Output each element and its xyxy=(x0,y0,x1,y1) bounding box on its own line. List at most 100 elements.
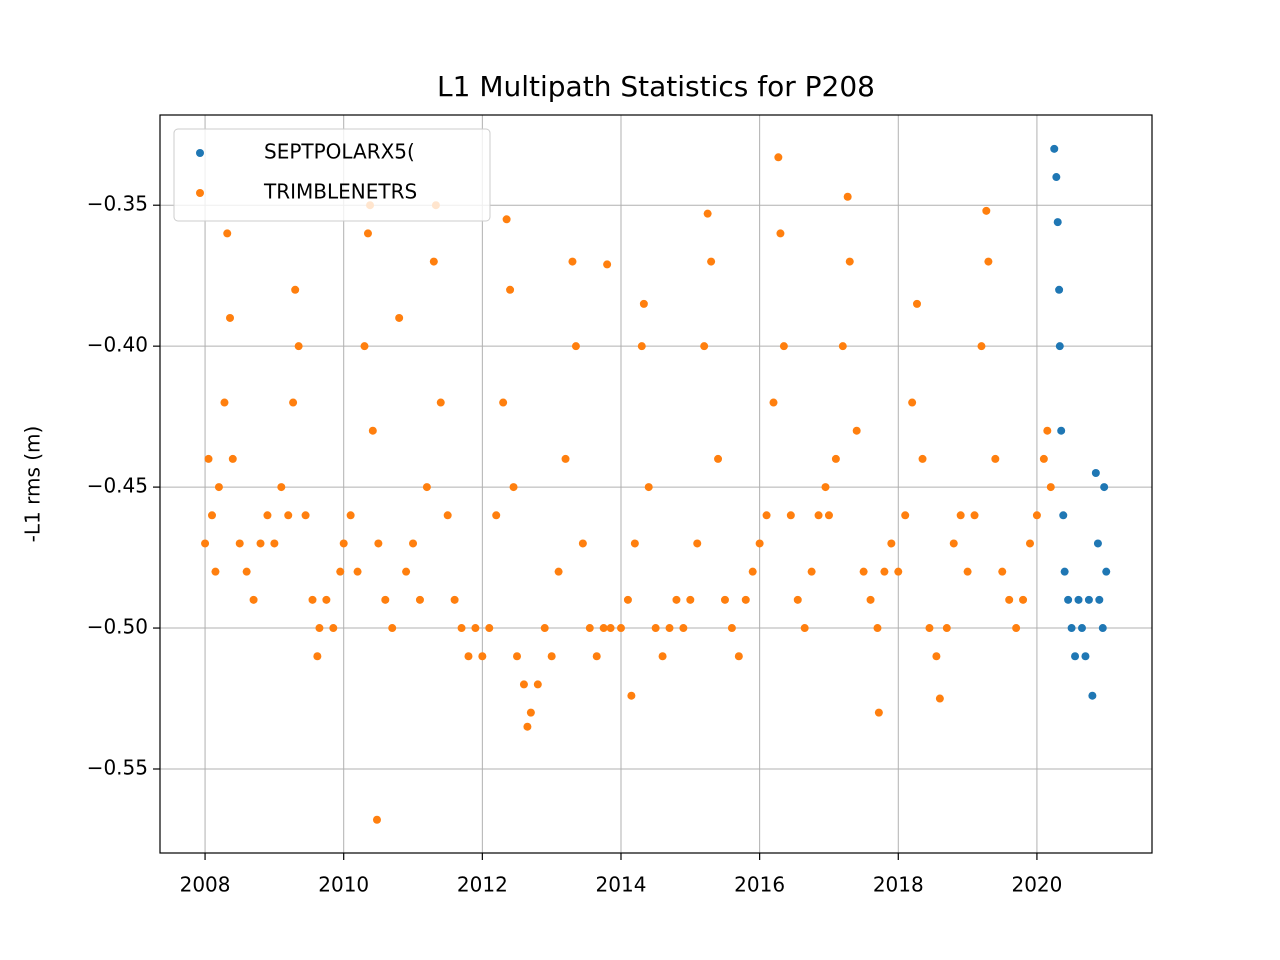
point xyxy=(415,595,424,604)
point xyxy=(762,511,771,520)
point xyxy=(786,511,795,520)
y-tick-label: −0.55 xyxy=(87,755,148,779)
point xyxy=(672,595,681,604)
point xyxy=(1032,511,1041,520)
point xyxy=(779,342,788,351)
point xyxy=(942,624,951,633)
point xyxy=(554,567,563,576)
point xyxy=(1057,426,1066,435)
point xyxy=(226,313,235,322)
point xyxy=(679,624,688,633)
point xyxy=(707,257,716,266)
point xyxy=(658,652,667,661)
point xyxy=(313,652,322,661)
point xyxy=(665,624,674,633)
point xyxy=(814,511,823,520)
point xyxy=(322,595,331,604)
point xyxy=(256,539,265,548)
point xyxy=(571,342,580,351)
marks xyxy=(201,144,1111,824)
axes-frame xyxy=(159,114,1153,854)
point xyxy=(807,567,816,576)
x-tick-label: 2016 xyxy=(734,873,785,897)
ticks: 2008 2010 2012 2014 2016 2018 2020 −0.55 −0.50 −0… xyxy=(87,192,1063,897)
point xyxy=(616,624,625,633)
point xyxy=(1091,469,1100,478)
point xyxy=(1060,567,1069,576)
point xyxy=(201,539,210,548)
point xyxy=(800,624,809,633)
point xyxy=(294,342,303,351)
point xyxy=(1055,285,1064,294)
point xyxy=(533,680,542,689)
point xyxy=(277,483,286,492)
point xyxy=(748,567,757,576)
point xyxy=(644,483,653,492)
point xyxy=(1077,624,1086,633)
point xyxy=(894,567,903,576)
x-tick-label: 2014 xyxy=(596,873,647,897)
point xyxy=(336,567,345,576)
point xyxy=(769,398,778,407)
point xyxy=(284,511,293,520)
point xyxy=(509,483,518,492)
point xyxy=(561,454,570,463)
point xyxy=(776,229,785,238)
point xyxy=(703,209,712,218)
point xyxy=(982,206,991,215)
point xyxy=(519,680,528,689)
point xyxy=(873,624,882,633)
point xyxy=(1102,567,1111,576)
point xyxy=(263,511,272,520)
point xyxy=(443,511,452,520)
point xyxy=(956,511,965,520)
legend-box xyxy=(173,128,491,222)
y-axis-label: -L1 rms (m) xyxy=(21,426,45,543)
point xyxy=(1005,595,1014,604)
grid xyxy=(160,115,1152,853)
point xyxy=(1067,624,1076,633)
point xyxy=(499,398,508,407)
point xyxy=(774,153,783,162)
point xyxy=(874,708,883,717)
point xyxy=(727,624,736,633)
point xyxy=(1046,483,1055,492)
point xyxy=(485,624,494,633)
point xyxy=(700,342,709,351)
point xyxy=(374,539,383,548)
point xyxy=(1019,595,1028,604)
point xyxy=(353,567,362,576)
point xyxy=(843,192,852,201)
point xyxy=(207,511,216,520)
point xyxy=(1084,595,1093,604)
point xyxy=(372,815,381,824)
point xyxy=(228,454,237,463)
point xyxy=(242,567,251,576)
point xyxy=(1074,595,1083,604)
point xyxy=(368,426,377,435)
point xyxy=(1055,342,1064,351)
legend-label: TRIMBLENETRS xyxy=(263,180,417,204)
point xyxy=(592,652,601,661)
point xyxy=(204,454,213,463)
point xyxy=(395,313,404,322)
point xyxy=(935,694,944,703)
point xyxy=(741,595,750,604)
point xyxy=(540,624,549,633)
point xyxy=(223,229,232,238)
point xyxy=(880,567,889,576)
point xyxy=(734,652,743,661)
point xyxy=(1093,539,1102,548)
point xyxy=(720,595,729,604)
point xyxy=(630,539,639,548)
point xyxy=(887,539,896,548)
point xyxy=(1098,624,1107,633)
point xyxy=(949,539,958,548)
point xyxy=(429,257,438,266)
legend-marker xyxy=(196,189,204,197)
point xyxy=(478,652,487,661)
point xyxy=(492,511,501,520)
point xyxy=(308,595,317,604)
point xyxy=(513,652,522,661)
